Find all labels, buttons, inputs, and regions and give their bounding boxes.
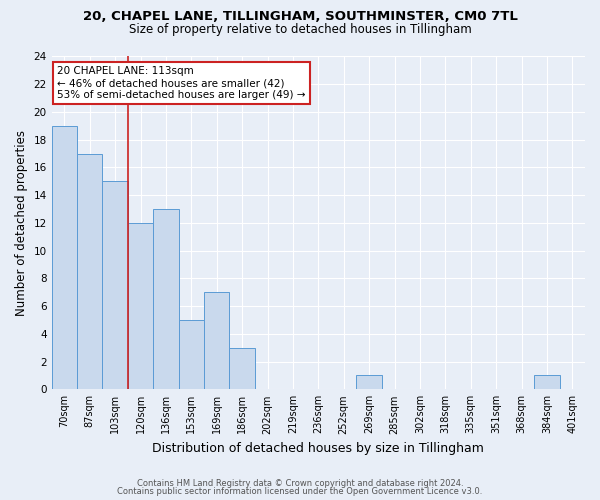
Bar (204, 292, 229, 390)
Bar (534, 376, 560, 390)
Bar (153, 209, 179, 390)
Y-axis label: Number of detached properties: Number of detached properties (15, 130, 28, 316)
Text: 20 CHAPEL LANE: 113sqm
← 46% of detached houses are smaller (42)
53% of semi-det: 20 CHAPEL LANE: 113sqm ← 46% of detached… (57, 66, 305, 100)
Text: Contains HM Land Registry data © Crown copyright and database right 2024.: Contains HM Land Registry data © Crown c… (137, 478, 463, 488)
Bar (103, 182, 128, 390)
Text: Size of property relative to detached houses in Tillingham: Size of property relative to detached ho… (128, 22, 472, 36)
Text: Contains public sector information licensed under the Open Government Licence v3: Contains public sector information licen… (118, 487, 482, 496)
Text: 20, CHAPEL LANE, TILLINGHAM, SOUTHMINSTER, CM0 7TL: 20, CHAPEL LANE, TILLINGHAM, SOUTHMINSTE… (83, 10, 517, 23)
Bar (77, 154, 103, 390)
Bar (128, 223, 153, 390)
Bar (52, 126, 77, 390)
Bar (179, 320, 204, 390)
X-axis label: Distribution of detached houses by size in Tillingham: Distribution of detached houses by size … (152, 442, 484, 455)
Bar (356, 376, 382, 390)
Bar (229, 348, 255, 390)
